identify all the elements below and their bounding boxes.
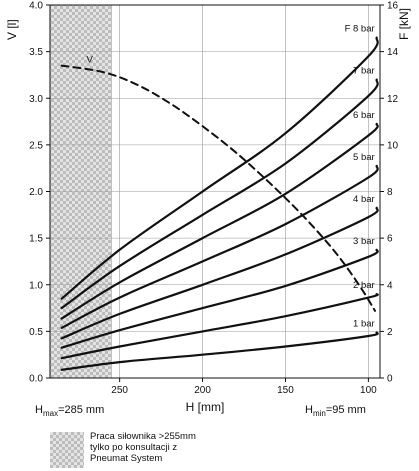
y-left-tick-label: 4.0 [29, 1, 43, 12]
series-line-5-bar [60, 164, 379, 329]
y-right-tick-label: 10 [387, 140, 399, 151]
series-line-2-bar [60, 293, 379, 360]
ticks-layer: 0.0 0.5 1.0 1.5 2.0 2.5 3.0 3.5 4.0 0 2 4 6 8 10 12 14 16… [29, 1, 398, 397]
y-left-tick-label: 3.0 [29, 94, 43, 105]
hmin-subscript: min [312, 409, 326, 419]
series-label-f-8-bar: F 8 bar [345, 24, 375, 35]
hmax-annotation: Hmax=285 mm [35, 404, 104, 418]
series-label-4-bar: 4 bar [353, 194, 375, 205]
legend-text: Praca siłownika >255mm tylko po konsulta… [90, 431, 196, 464]
x-tick-label: 250 [111, 385, 128, 396]
x-tick-label: 100 [360, 385, 377, 396]
legend-line-1: Praca siłownika >255mm [90, 431, 196, 442]
y-left-axis-title: V [l] [5, 19, 19, 40]
series-label-7-bar: 7 bar [353, 66, 375, 77]
y-left-tick-label: 0.5 [29, 327, 43, 338]
series-line-3-bar [60, 248, 379, 349]
y-right-tick-label: 4 [387, 280, 393, 291]
y-left-tick-label: 0.0 [29, 374, 43, 385]
x-tick-label: 200 [194, 385, 211, 396]
y-right-tick-label: 8 [387, 187, 393, 198]
y-left-tick-label: 2.5 [29, 140, 43, 151]
series-layer: F 8 bar 7 bar 6 bar 5 bar 4 bar 3 bar 2 bar 1 b… [60, 24, 379, 371]
series-label-3-bar: 3 bar [353, 236, 375, 247]
y-left-tick-label: 1.0 [29, 280, 43, 291]
hmax-subscript: max [42, 409, 59, 419]
series-line-6-bar [60, 122, 379, 320]
y-right-axis-title: F [kN] [397, 8, 411, 40]
y-left-tick-label: 1.5 [29, 234, 43, 245]
series-line-7-bar [60, 78, 379, 310]
y-left-tick-label: 3.5 [29, 47, 43, 58]
series-label-1-bar: 1 bar [353, 319, 375, 330]
y-right-tick-label: 2 [387, 327, 393, 338]
series-label-6-bar: 6 bar [353, 110, 375, 121]
hmin-symbol: H [305, 404, 313, 416]
hmax-symbol: H [35, 404, 43, 416]
hmax-value: =285 mm [58, 404, 105, 416]
series-label-5-bar: 5 bar [353, 152, 375, 163]
legend-line-3: Pneumat System [90, 453, 163, 464]
y-right-tick-label: 0 [387, 374, 393, 385]
hmin-annotation: Hmin=95 mm [305, 404, 366, 418]
series-line-1-bar [60, 331, 379, 371]
y-left-tick-label: 2.0 [29, 187, 43, 198]
y-right-tick-label: 6 [387, 234, 393, 245]
y-right-tick-label: 16 [387, 1, 399, 12]
x-axis-title: H [mm] [186, 400, 225, 414]
legend-line-2: tylko po konsultacji z [90, 442, 178, 453]
x-tick-label: 150 [277, 385, 294, 396]
series-line-v [60, 64, 376, 312]
y-right-tick-label: 12 [387, 94, 399, 105]
chart: F 8 bar 7 bar 6 bar 5 bar 4 bar 3 bar 2 bar 1 b… [5, 1, 411, 415]
series-label-2-bar: 2 bar [353, 280, 375, 291]
y-right-tick-label: 14 [387, 47, 399, 58]
series-line-4-bar [60, 206, 379, 340]
hmin-value: =95 mm [325, 404, 366, 416]
legend-hatch-swatch [50, 432, 84, 468]
series-label-v: V [86, 54, 93, 65]
series-line-f-8-bar [60, 36, 379, 300]
